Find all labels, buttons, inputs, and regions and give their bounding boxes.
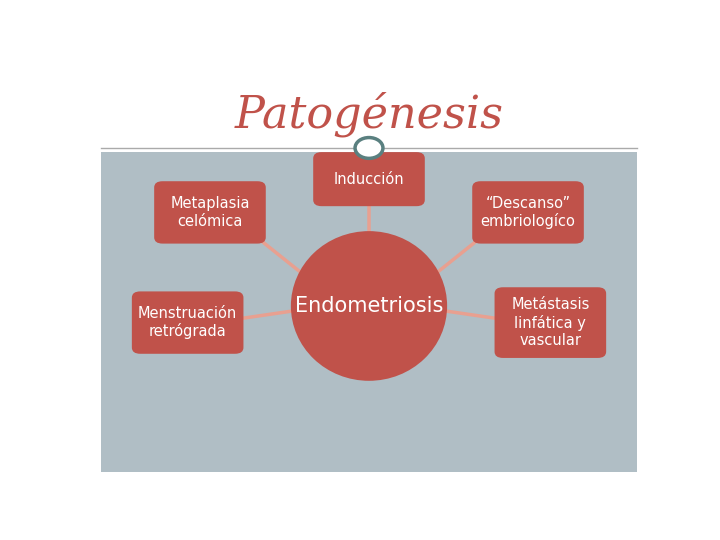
Text: Menstruación
retrógrada: Menstruación retrógrada [138, 306, 238, 340]
Text: “Descanso”
embriologíco: “Descanso” embriologíco [480, 195, 575, 229]
FancyBboxPatch shape [472, 181, 584, 244]
Text: Metaplasia
celómica: Metaplasia celómica [170, 196, 250, 228]
FancyBboxPatch shape [154, 181, 266, 244]
Text: Patogénesis: Patogénesis [235, 92, 503, 138]
FancyBboxPatch shape [495, 287, 606, 358]
Text: Metástasis
linfática y
vascular: Metástasis linfática y vascular [511, 297, 590, 348]
FancyBboxPatch shape [313, 152, 425, 206]
Circle shape [355, 138, 383, 158]
Ellipse shape [291, 231, 447, 381]
Text: Inducción: Inducción [333, 172, 405, 187]
FancyBboxPatch shape [101, 152, 637, 472]
FancyBboxPatch shape [132, 292, 243, 354]
Text: Endometriosis: Endometriosis [294, 296, 444, 316]
